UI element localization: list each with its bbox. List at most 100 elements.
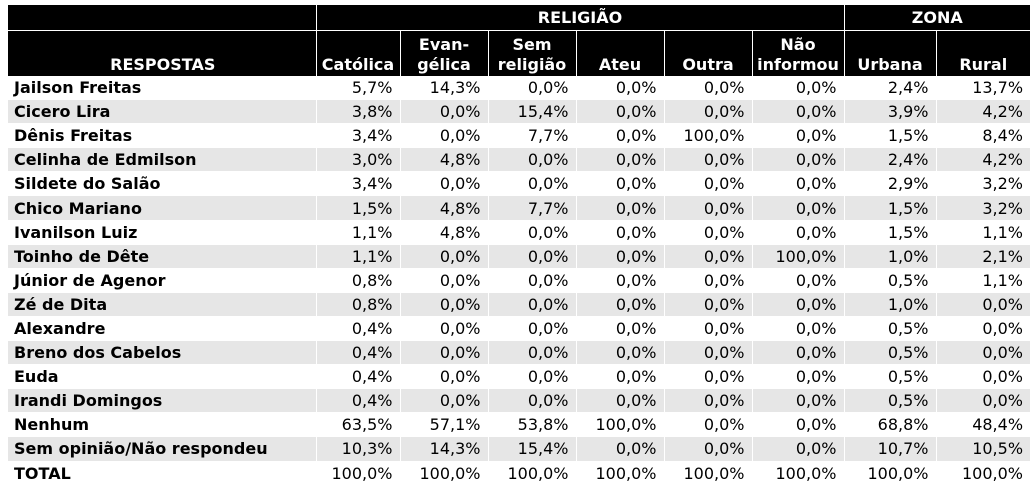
table-cell: 0,0% [751, 388, 844, 414]
table-row: Dênis Freitas 3,4% 0,0% 7,7% 0,0% 100,0% 0,0% 1… [8, 123, 1031, 149]
table-row: Sildete do Salão 3,4% 0,0% 0,0% 0,0% 0,0% 0,0%… [8, 171, 1031, 197]
table-cell: 0,0% [935, 292, 1031, 317]
table-row: Nenhum 63,5% 57,1% 53,8% 100,0% 0,0% 0,0% 68,8%… [8, 412, 1031, 438]
table-cell: 0,0% [487, 147, 576, 173]
table-cell: 1,5% [843, 195, 936, 221]
table-cell: 7,7% [487, 195, 576, 221]
row-label: Jailson Freitas [8, 76, 316, 101]
table-cell: 68,8% [843, 412, 936, 438]
table-cell: 0,0% [399, 388, 488, 414]
table-cell: 0,4% [315, 340, 400, 366]
table-cell: 0,0% [663, 316, 752, 342]
table-cell: 0,5% [843, 364, 936, 390]
table-cell: 1,1% [315, 220, 400, 245]
table-cell: 3,9% [843, 99, 936, 125]
table-cell: 0,0% [663, 436, 752, 462]
table-cell: 0,0% [399, 316, 488, 342]
table-cell: 0,0% [751, 171, 844, 197]
table-cell: 100,0% [751, 461, 844, 486]
table-cell: 0,0% [399, 123, 488, 149]
table-cell: 3,2% [935, 195, 1031, 221]
table-cell: 15,4% [487, 436, 576, 462]
table-cell: 10,3% [315, 436, 400, 462]
table-cell: 4,8% [399, 220, 488, 245]
table-cell: 100,0% [575, 412, 664, 438]
table-cell: 3,2% [935, 171, 1031, 197]
table-cell: 0,0% [663, 76, 752, 101]
table-cell: 0,0% [575, 195, 664, 221]
table-cell: 1,1% [935, 220, 1031, 245]
table-cell: 0,0% [751, 292, 844, 317]
table-cell: 0,0% [575, 388, 664, 414]
table-cell: 7,7% [487, 123, 576, 149]
table-cell: 0,0% [935, 316, 1031, 342]
row-label: Sem opinião/Não respondeu [8, 436, 316, 462]
table-cell: 0,0% [751, 436, 844, 462]
group-religiao: RELIGIÃO [315, 5, 844, 31]
table-cell: 0,0% [751, 76, 844, 101]
col-ateu: Ateu [575, 30, 664, 76]
table-cell: 0,0% [663, 99, 752, 125]
table-cell: 0,0% [663, 220, 752, 245]
table-cell: 2,1% [935, 244, 1031, 269]
table-cell: 0,0% [399, 364, 488, 390]
table-cell: 3,0% [315, 147, 400, 173]
table-cell: 1,5% [843, 123, 936, 149]
table-cell: 1,5% [315, 195, 400, 221]
table-row: Irandi Domingos 0,4% 0,0% 0,0% 0,0% 0,0% 0,0% 0… [8, 388, 1031, 414]
col-sem-religiao: Sem religião [487, 30, 576, 76]
header-columns-row: RESPOSTAS Católica Evan-gélica Sem religi… [8, 30, 1031, 76]
table-cell: 0,0% [751, 340, 844, 366]
row-label: Breno dos Cabelos [8, 340, 316, 366]
table-cell: 0,8% [315, 292, 400, 317]
table-cell: 63,5% [315, 412, 400, 438]
row-label: Celinha de Edmilson [8, 147, 316, 173]
table-cell: 10,5% [935, 436, 1031, 462]
table-cell: 100,0% [315, 461, 400, 486]
table-cell: 4,2% [935, 99, 1031, 125]
table-row: Breno dos Cabelos 0,4% 0,0% 0,0% 0,0% 0,0% 0,0… [8, 340, 1031, 366]
table-row: Chico Mariano 1,5% 4,8% 7,7% 0,0% 0,0% 0,0% 1,5… [8, 195, 1031, 221]
table-row: Celinha de Edmilson 3,0% 4,8% 0,0% 0,0% 0,0% 0… [8, 147, 1031, 173]
table-cell: 0,0% [399, 171, 488, 197]
table-cell: 0,0% [935, 340, 1031, 366]
table-cell: 0,0% [751, 364, 844, 390]
table-cell: 100,0% [843, 461, 936, 486]
table-cell: 8,4% [935, 123, 1031, 149]
table-cell: 100,0% [663, 123, 752, 149]
table-cell: 100,0% [575, 461, 664, 486]
table-cell: 5,7% [315, 76, 400, 101]
table-cell: 0,0% [575, 364, 664, 390]
table-cell: 1,1% [315, 244, 400, 269]
table-cell: 13,7% [935, 76, 1031, 101]
table-cell: 100,0% [751, 244, 844, 269]
table-cell: 100,0% [487, 461, 576, 486]
table-cell: 0,8% [315, 268, 400, 293]
row-label: Cicero Lira [8, 99, 316, 125]
table-cell: 0,0% [663, 195, 752, 221]
table-cell: 0,0% [399, 292, 488, 317]
row-label: Ivanilson Luiz [8, 220, 316, 245]
row-label: Chico Mariano [8, 195, 316, 221]
header-blank [8, 5, 316, 31]
table-cell: 53,8% [487, 412, 576, 438]
row-label: Irandi Domingos [8, 388, 316, 414]
table-cell: 0,0% [575, 171, 664, 197]
table-cell: 4,2% [935, 147, 1031, 173]
table-cell: 4,8% [399, 195, 488, 221]
table-cell: 14,3% [399, 436, 488, 462]
table-cell: 2,4% [843, 147, 936, 173]
table-row: Zé de Dita 0,8% 0,0% 0,0% 0,0% 0,0% 0,0% 1,0% 0,… [8, 292, 1031, 317]
table-cell: 0,0% [751, 316, 844, 342]
table-cell: 0,4% [315, 316, 400, 342]
table-cell: 0,0% [575, 99, 664, 125]
table-cell: 0,0% [487, 340, 576, 366]
table-cell: 3,4% [315, 123, 400, 149]
table-cell: 48,4% [935, 412, 1031, 438]
table-cell: 0,0% [487, 388, 576, 414]
table-header: RELIGIÃO ZONA RESPOSTAS Católica Evan-gé… [8, 5, 1031, 76]
table-cell: 100,0% [399, 461, 488, 486]
table-row: Euda 0,4% 0,0% 0,0% 0,0% 0,0% 0,0% 0,5% 0,0% [8, 364, 1031, 390]
table-cell: 0,0% [575, 244, 664, 269]
table-cell: 57,1% [399, 412, 488, 438]
